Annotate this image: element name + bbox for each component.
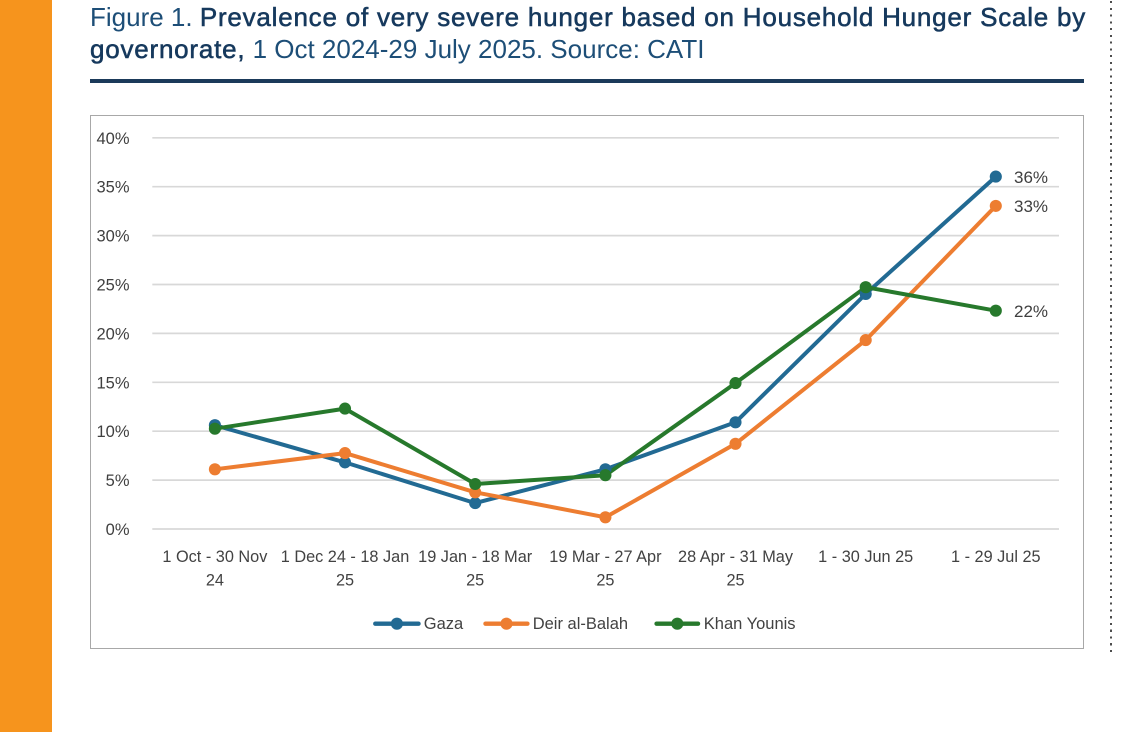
svg-text:Deir al-Balah: Deir al-Balah xyxy=(533,615,628,633)
svg-text:1 Oct - 30 Nov: 1 Oct - 30 Nov xyxy=(162,548,268,566)
svg-text:Khan Younis: Khan Younis xyxy=(704,615,796,633)
svg-text:40%: 40% xyxy=(96,130,129,148)
svg-text:20%: 20% xyxy=(96,325,129,343)
svg-text:19 Jan - 18 Mar: 19 Jan - 18 Mar xyxy=(418,548,533,566)
svg-text:1 - 30 Jun 25: 1 - 30 Jun 25 xyxy=(818,548,913,566)
svg-text:15%: 15% xyxy=(96,374,129,392)
svg-text:35%: 35% xyxy=(96,179,129,197)
svg-text:25: 25 xyxy=(336,571,354,589)
svg-text:28 Apr - 31 May: 28 Apr - 31 May xyxy=(678,548,794,566)
svg-text:1 Dec 24 - 18 Jan: 1 Dec 24 - 18 Jan xyxy=(281,548,410,566)
svg-text:25: 25 xyxy=(726,571,744,589)
svg-text:Gaza: Gaza xyxy=(424,615,464,633)
svg-text:1 - 29 Jul 25: 1 - 29 Jul 25 xyxy=(951,548,1041,566)
svg-text:10%: 10% xyxy=(96,423,129,441)
svg-text:0%: 0% xyxy=(106,521,130,539)
svg-text:5%: 5% xyxy=(106,472,130,490)
svg-text:22%: 22% xyxy=(1014,302,1048,321)
svg-text:25: 25 xyxy=(466,571,484,589)
svg-text:25%: 25% xyxy=(96,277,129,295)
svg-text:36%: 36% xyxy=(1014,168,1048,187)
svg-text:25: 25 xyxy=(596,571,614,589)
svg-text:19 Mar - 27 Apr: 19 Mar - 27 Apr xyxy=(549,548,662,566)
svg-text:33%: 33% xyxy=(1014,197,1048,216)
svg-text:24: 24 xyxy=(206,571,224,589)
svg-text:30%: 30% xyxy=(96,228,129,246)
